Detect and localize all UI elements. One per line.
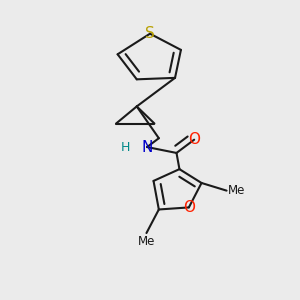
Text: Me: Me [228, 184, 245, 197]
Text: H: H [120, 141, 130, 154]
Text: Me: Me [138, 235, 155, 248]
Text: S: S [145, 26, 155, 41]
Text: O: O [183, 200, 195, 215]
Text: O: O [188, 132, 200, 147]
Text: N: N [141, 140, 153, 154]
